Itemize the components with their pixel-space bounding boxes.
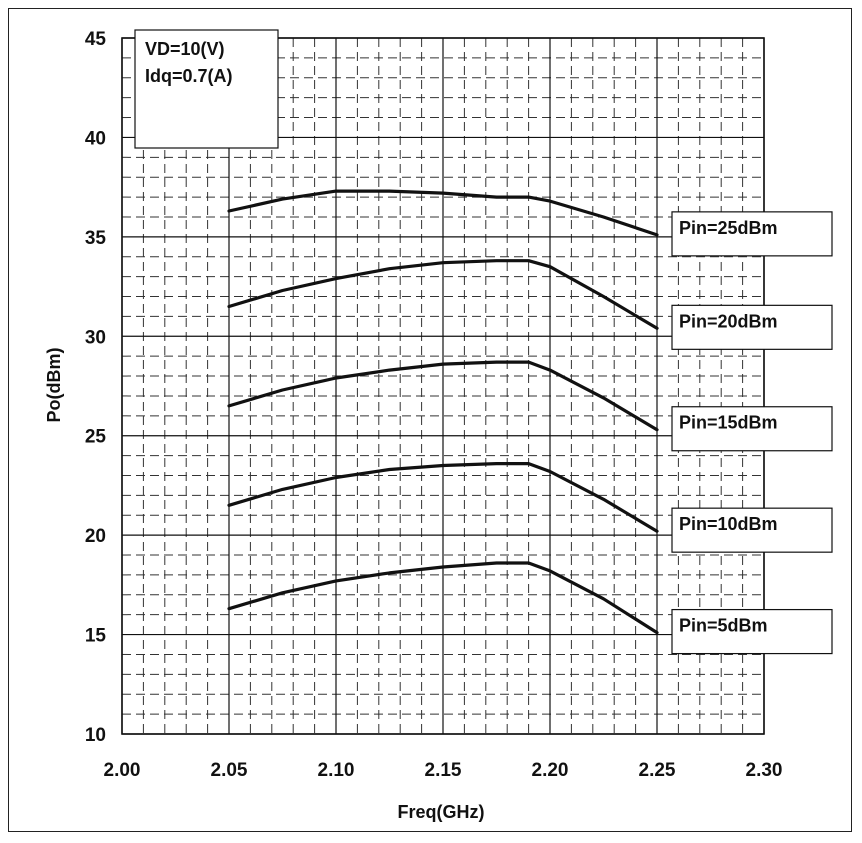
series-line-pin-25dbm <box>227 189 659 237</box>
legend-box <box>671 304 833 350</box>
legend-box <box>671 608 833 655</box>
y-tick-label: 35 <box>85 228 107 249</box>
grid <box>121 37 765 735</box>
series-line-pin-5dbm <box>227 561 659 635</box>
annotation-vd: VD=10(V) <box>145 39 225 59</box>
y-tick-label: 25 <box>85 427 107 448</box>
legend-box <box>671 211 833 257</box>
annotation-idq: Idq=0.7(A) <box>145 66 233 86</box>
x-tick-label: 2.30 <box>746 760 783 781</box>
legend-label: Pin=5dBm <box>679 616 768 636</box>
legend-label: Pin=10dBm <box>679 514 778 534</box>
series-lines <box>227 189 659 635</box>
y-tick-label: 15 <box>85 626 107 647</box>
x-tick-label: 2.10 <box>318 760 355 781</box>
annotation-box: VD=10(V) Idq=0.7(A) <box>134 29 279 149</box>
x-tick-label: 2.00 <box>104 760 141 781</box>
y-axis-title: Po(dBm) <box>44 348 64 423</box>
legend: Pin=25dBm Pin=20dBm Pin=15dBm Pin=10dBm Pin=… <box>671 211 833 655</box>
x-tick-label: 2.20 <box>532 760 569 781</box>
series-line-pin-15dbm <box>227 360 659 432</box>
tick-labels: 2.00 2.05 2.10 2.15 2.20 2.25 2.30 10 15 20 25 30 35… <box>85 29 783 781</box>
legend-label: Pin=15dBm <box>679 413 778 433</box>
series-line-pin-10dbm <box>227 462 659 533</box>
y-tick-label: 30 <box>85 327 106 348</box>
legend-label: Pin=25dBm <box>679 218 778 238</box>
y-tick-label: 40 <box>85 128 106 149</box>
x-tick-label: 2.25 <box>639 760 676 781</box>
y-tick-label: 45 <box>85 29 107 50</box>
legend-box <box>671 406 833 452</box>
y-tick-label: 20 <box>85 526 106 547</box>
legend-box <box>671 507 833 553</box>
x-tick-label: 2.05 <box>211 760 248 781</box>
x-tick-label: 2.15 <box>425 760 462 781</box>
legend-label: Pin=20dBm <box>679 311 778 331</box>
series-line-pin-20dbm <box>227 259 659 330</box>
plot-border <box>121 37 765 735</box>
x-axis-title: Freq(GHz) <box>398 802 485 822</box>
y-tick-label: 10 <box>85 725 106 746</box>
